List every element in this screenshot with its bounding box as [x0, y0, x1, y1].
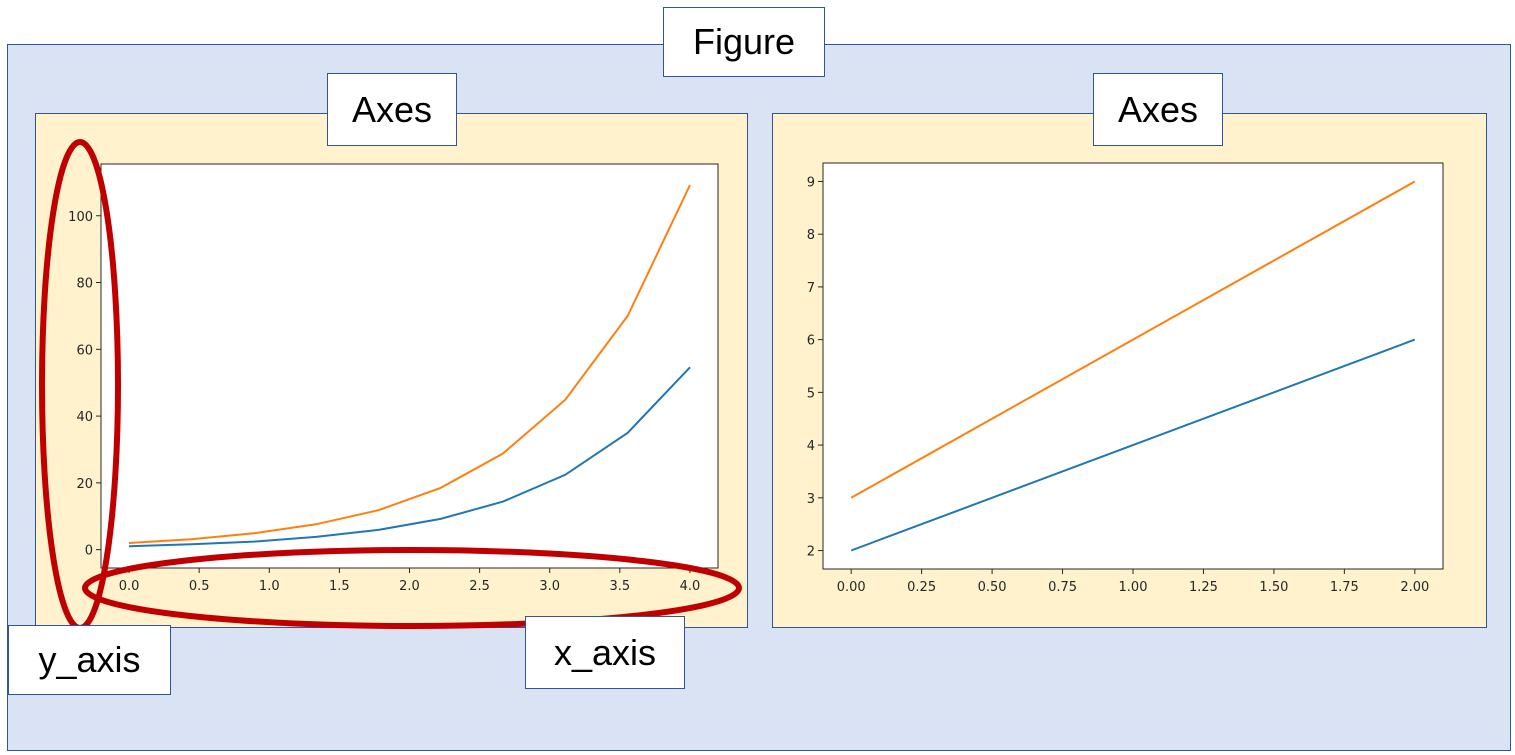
x-tick-label: 1.5	[329, 579, 350, 594]
y-tick-label: 2	[807, 545, 815, 560]
y-tick-label: 3	[807, 492, 815, 507]
plot-area-left	[101, 164, 718, 568]
y-tick-label: 9	[807, 175, 815, 190]
y-tick-label: 80	[76, 277, 93, 292]
x-tick-label: 3.5	[609, 579, 630, 594]
x-tick-label: 0.25	[907, 580, 936, 595]
y-axis-label: y_axis	[8, 625, 171, 695]
x-tick-label: 2.0	[399, 579, 420, 594]
x-tick-label: 2.00	[1400, 580, 1429, 595]
x-tick-label: 3.0	[539, 579, 560, 594]
y-tick-label: 6	[807, 334, 815, 349]
chart-left: 0.0 0.5 1.0 1.5 2.0 2.5 3.0 3.5 4.0 0 20 40 60 80 100	[68, 163, 719, 594]
axes-label-left: Axes	[327, 73, 457, 146]
y-tick-label: 5	[807, 386, 815, 401]
figure-label: Figure	[663, 7, 825, 77]
x-tick-label: 0.75	[1048, 580, 1077, 595]
x-tick-label: 1.75	[1330, 580, 1359, 595]
plot-area-right	[823, 163, 1443, 569]
x-tick-label: 0.50	[978, 580, 1007, 595]
y-tick-label: 0	[85, 544, 93, 559]
y-tick-label: 60	[76, 343, 93, 358]
series-line-left-0	[128, 366, 691, 548]
x-tick-label: 1.50	[1259, 580, 1288, 595]
x-axis-highlight-ellipse	[82, 547, 742, 629]
x-tick-label: 1.25	[1189, 580, 1218, 595]
y-tick-label: 8	[807, 228, 815, 243]
x-tick-label: 2.5	[469, 579, 490, 594]
y-tick-label: 7	[807, 281, 815, 296]
y-tick-label: 4	[807, 439, 815, 454]
x-tick-label: 4.0	[680, 579, 701, 594]
y-tick-label: 100	[68, 210, 93, 225]
y-tick-label: 40	[76, 410, 93, 425]
series-line-right-0	[850, 338, 1416, 552]
x-tick-label: 0.5	[189, 579, 210, 594]
chart-right: 0.00 0.25 0.50 0.75 1.00 1.25 1.50 1.75 2.00 2 3 4 5…	[807, 162, 1444, 595]
x-tick-label: 0.0	[119, 579, 140, 594]
axes-label-right: Axes	[1093, 73, 1223, 146]
series-line-left-1	[128, 184, 691, 544]
x-tick-label: 1.0	[259, 579, 280, 594]
x-axis-label: x_axis	[525, 616, 685, 689]
x-tick-label: 0.00	[837, 580, 866, 595]
y-tick-label: 20	[76, 477, 93, 492]
series-line-right-1	[850, 180, 1416, 499]
x-tick-label: 1.00	[1119, 580, 1148, 595]
